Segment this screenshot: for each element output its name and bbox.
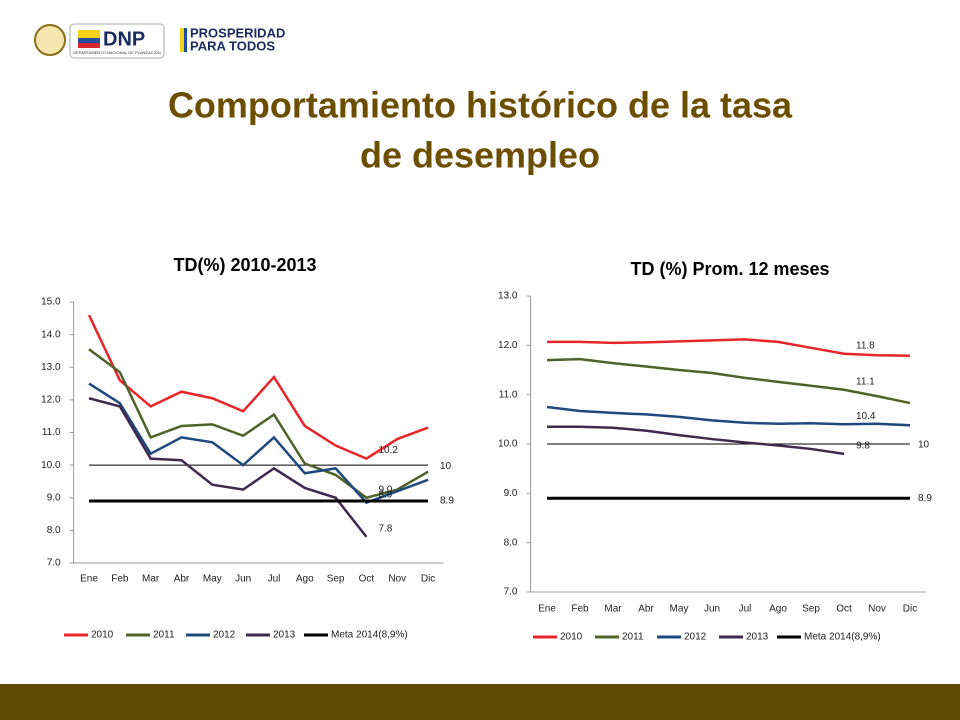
x-tick-label: Feb — [571, 604, 589, 615]
legend-label: Meta 2014(8,9%) — [331, 630, 408, 641]
slide-title: Comportamiento histórico de la tasa — [168, 85, 793, 126]
data-label: 8.9 — [378, 489, 392, 500]
series-line — [546, 357, 911, 405]
data-label: 9.8 — [856, 441, 870, 452]
chart-title: TD (%) Prom. 12 meses — [630, 259, 829, 279]
data-label: 11.8 — [856, 340, 875, 351]
x-tick-label: Sep — [802, 604, 820, 615]
y-tick-label: 11.0 — [42, 427, 61, 438]
chart-title: TD(%) 2010-2013 — [173, 255, 316, 275]
legend-label: 2013 — [273, 630, 296, 641]
x-tick-label: Mar — [142, 574, 160, 585]
x-tick-label: Abr — [638, 604, 654, 615]
series-line — [546, 405, 911, 427]
x-tick-label: Sep — [327, 574, 345, 585]
x-tick-label: Ago — [296, 574, 314, 585]
series-line — [88, 348, 429, 500]
y-tick-label: 13.0 — [498, 291, 518, 302]
x-tick-label: Jul — [268, 574, 281, 585]
reference-label: 10 — [440, 461, 452, 472]
x-tick-label: Ene — [538, 604, 556, 615]
x-tick-label: Abr — [174, 574, 190, 585]
y-tick-label: 7.0 — [504, 587, 518, 598]
x-tick-label: Oct — [359, 574, 375, 585]
prosperidad: PROSPERIDAD — [190, 25, 285, 40]
legend-label: 2010 — [560, 632, 583, 643]
y-tick-label: 12.0 — [498, 340, 518, 351]
stripe — [184, 28, 187, 52]
x-tick-label: May — [203, 574, 222, 585]
flag-blue — [78, 38, 100, 43]
x-tick-label: Jun — [235, 574, 251, 585]
x-tick-label: Jun — [704, 604, 720, 615]
footer-bar — [0, 684, 960, 720]
y-tick-label: 7.0 — [47, 558, 61, 569]
y-tick-label: 15.0 — [41, 297, 61, 308]
y-tick-label: 11.0 — [499, 389, 518, 400]
legend-label: 2012 — [684, 632, 707, 643]
slide-title: de desempleo — [360, 135, 600, 176]
dnp-text: DNP — [103, 28, 145, 50]
y-tick-label: 9.0 — [47, 492, 61, 503]
data-label: 8.9 — [440, 496, 454, 507]
y-tick-label: 9.0 — [504, 488, 518, 499]
legend-label: 2010 — [91, 630, 114, 641]
x-tick-label: Ago — [769, 604, 787, 615]
series-line — [87, 314, 429, 461]
x-tick-label: Oct — [836, 604, 852, 615]
y-tick-label: 14.0 — [41, 329, 61, 340]
legend-label: 2013 — [746, 632, 769, 643]
logo-bar: DNP DEPARTAMENTO NACIONAL DE PLANEACIÓN … — [34, 23, 285, 59]
series-line — [547, 338, 911, 357]
y-tick-label: 8.0 — [504, 537, 518, 548]
legend-label: 2011 — [622, 632, 644, 643]
para-todos: PARA TODOS — [190, 38, 275, 53]
data-label: 7.8 — [378, 524, 392, 535]
y-tick-label: 12.0 — [41, 395, 61, 406]
data-label: 9.0 — [378, 484, 392, 495]
data-label: 8.9 — [918, 493, 932, 504]
legend-label: Meta 2014(8,9%) — [804, 632, 881, 643]
reference-label: 10 — [918, 440, 930, 451]
x-tick-label: Dic — [903, 604, 917, 615]
flag-yellow — [78, 30, 100, 38]
y-tick-label: 8.0 — [47, 525, 61, 536]
dnp-sub: DEPARTAMENTO NACIONAL DE PLANEACIÓN — [73, 50, 161, 55]
x-tick-label: Feb — [111, 574, 129, 585]
x-tick-label: May — [670, 604, 689, 615]
emblem — [34, 24, 66, 56]
data-label: 11.1 — [856, 376, 875, 387]
x-tick-label: Jul — [739, 604, 752, 615]
x-tick-label: Nov — [388, 574, 406, 585]
x-tick-label: Nov — [868, 604, 886, 615]
series-line — [88, 397, 368, 538]
y-tick-label: 10.0 — [41, 460, 61, 471]
x-tick-label: Ene — [80, 574, 98, 585]
y-tick-label: 10.0 — [498, 439, 518, 450]
data-label: 10.4 — [856, 411, 876, 422]
series-line — [547, 425, 845, 456]
stripe — [180, 28, 184, 52]
flag-red — [78, 43, 100, 48]
legend-label: 2011 — [153, 630, 175, 641]
x-tick-label: Dic — [421, 574, 435, 585]
y-tick-label: 13.0 — [41, 362, 61, 373]
legend-label: 2012 — [213, 630, 236, 641]
data-label: 10.2 — [378, 445, 398, 456]
x-tick-label: Mar — [604, 604, 622, 615]
